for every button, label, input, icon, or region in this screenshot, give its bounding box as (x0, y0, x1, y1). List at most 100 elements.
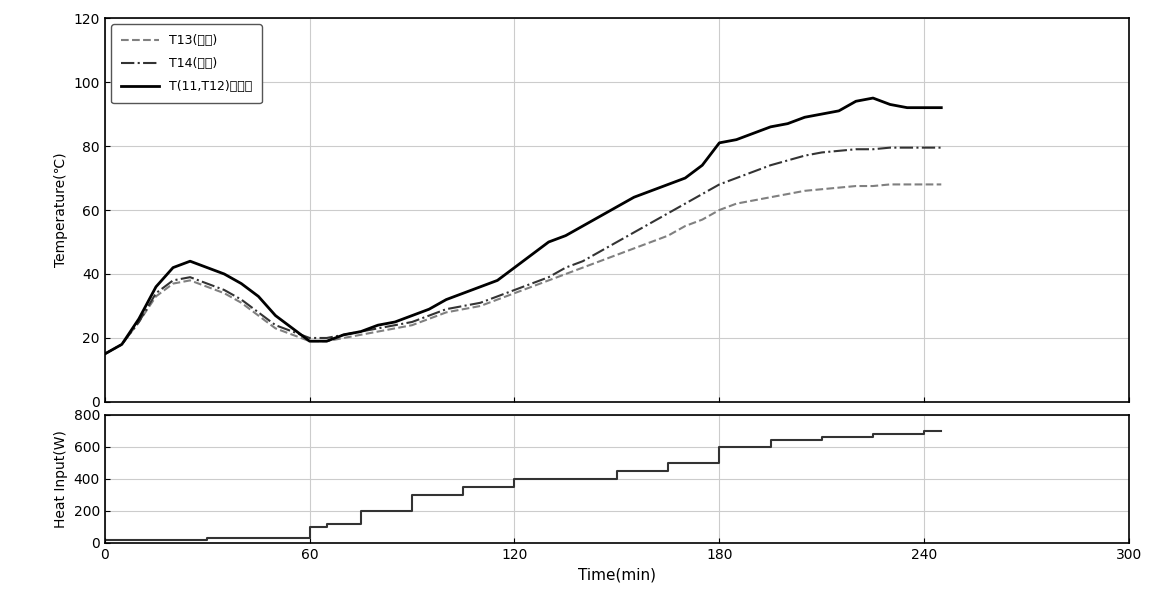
T14(히터) (251, 309, 265, 316)
T14(히터) (149, 289, 163, 297)
T14(히터) (559, 264, 573, 271)
T(11,T12)평균값 (200, 264, 214, 271)
Y-axis label: Temperature(℃): Temperature(℃) (54, 153, 68, 267)
T14(히터) (935, 144, 949, 151)
T(11,T12)평균값 (695, 162, 709, 169)
T(11,T12)평균값 (218, 270, 232, 277)
T14(히터) (797, 152, 811, 159)
T13(히터) (149, 293, 163, 300)
T13(히터) (354, 331, 368, 338)
T13(히터) (490, 296, 504, 303)
T13(히터) (234, 299, 248, 306)
T14(히터) (285, 328, 299, 335)
T14(히터) (627, 229, 641, 236)
T14(히터) (764, 162, 778, 169)
T14(히터) (166, 277, 180, 284)
T14(히터) (269, 321, 283, 329)
T13(히터) (336, 334, 350, 341)
T13(히터) (559, 270, 573, 277)
T(11,T12)평균값 (797, 113, 811, 121)
T14(히터) (405, 318, 419, 326)
T14(히터) (576, 257, 590, 265)
Line: T13(히터): T13(히터) (105, 185, 942, 354)
Y-axis label: Heat Input(W): Heat Input(W) (54, 430, 68, 528)
T14(히터) (592, 248, 606, 255)
T(11,T12)평균값 (935, 104, 949, 112)
T(11,T12)평균값 (456, 289, 470, 297)
T(11,T12)평균값 (644, 187, 658, 194)
T14(히터) (456, 302, 470, 309)
T14(히터) (746, 168, 760, 175)
T(11,T12)평균값 (764, 123, 778, 130)
T13(히터) (781, 191, 795, 198)
T13(히터) (866, 183, 880, 190)
T13(히터) (303, 338, 317, 345)
T14(히터) (354, 328, 368, 335)
T13(히터) (900, 181, 914, 188)
T14(히터) (679, 200, 693, 207)
T(11,T12)평균값 (405, 312, 419, 319)
T14(히터) (388, 321, 402, 329)
T13(히터) (797, 187, 811, 194)
T13(히터) (661, 232, 675, 239)
T13(히터) (371, 328, 385, 335)
T(11,T12)평균값 (388, 318, 402, 326)
T14(히터) (234, 296, 248, 303)
T14(히터) (712, 181, 726, 188)
T14(히터) (883, 144, 897, 151)
Legend: T13(히터), T14(히터), T(11,T12)평균값: T13(히터), T14(히터), T(11,T12)평균값 (111, 24, 262, 103)
T14(히터) (695, 191, 709, 198)
T14(히터) (781, 157, 795, 164)
T14(히터) (832, 147, 846, 154)
T13(히터) (200, 283, 214, 291)
T(11,T12)평균값 (132, 315, 146, 323)
T14(히터) (866, 146, 880, 153)
T13(히터) (115, 341, 129, 348)
T(11,T12)평균값 (883, 101, 897, 108)
T13(히터) (439, 309, 453, 316)
T(11,T12)평균값 (166, 264, 180, 271)
T13(히터) (627, 245, 641, 252)
T(11,T12)평균값 (234, 280, 248, 287)
T(11,T12)평균값 (917, 104, 931, 112)
T13(히터) (849, 183, 863, 190)
T14(히터) (200, 280, 214, 287)
T(11,T12)평균값 (115, 341, 129, 348)
T13(히터) (935, 181, 949, 188)
T13(히터) (285, 331, 299, 338)
T(11,T12)평균값 (303, 338, 317, 345)
T13(히터) (712, 206, 726, 213)
T13(히터) (610, 251, 624, 259)
Line: T(11,T12)평균값: T(11,T12)평균값 (105, 98, 942, 354)
T14(히터) (815, 149, 829, 156)
T14(히터) (218, 286, 232, 294)
T14(히터) (508, 286, 521, 294)
T14(히터) (525, 280, 539, 287)
T13(히터) (541, 277, 555, 284)
T14(히터) (917, 144, 931, 151)
T(11,T12)평균값 (354, 328, 368, 335)
T14(히터) (849, 146, 863, 153)
T(11,T12)평균값 (781, 120, 795, 127)
T(11,T12)평균값 (439, 296, 453, 303)
T14(히터) (490, 293, 504, 300)
T(11,T12)평균값 (559, 232, 573, 239)
T(11,T12)평균값 (679, 174, 693, 182)
T14(히터) (115, 341, 129, 348)
T(11,T12)평균값 (320, 338, 334, 345)
T14(히터) (336, 331, 350, 338)
T(11,T12)평균값 (541, 238, 555, 245)
T14(히터) (439, 306, 453, 313)
T(11,T12)평균값 (525, 251, 539, 259)
T14(히터) (371, 325, 385, 332)
X-axis label: Time(min): Time(min) (577, 567, 656, 582)
T(11,T12)평균값 (371, 321, 385, 329)
T14(히터) (661, 210, 675, 217)
T13(히터) (183, 277, 197, 284)
T(11,T12)평균값 (849, 98, 863, 105)
T(11,T12)평균값 (336, 331, 350, 338)
T(11,T12)평균값 (815, 110, 829, 118)
T13(히터) (917, 181, 931, 188)
T(11,T12)평균값 (661, 181, 675, 188)
T13(히터) (525, 283, 539, 291)
